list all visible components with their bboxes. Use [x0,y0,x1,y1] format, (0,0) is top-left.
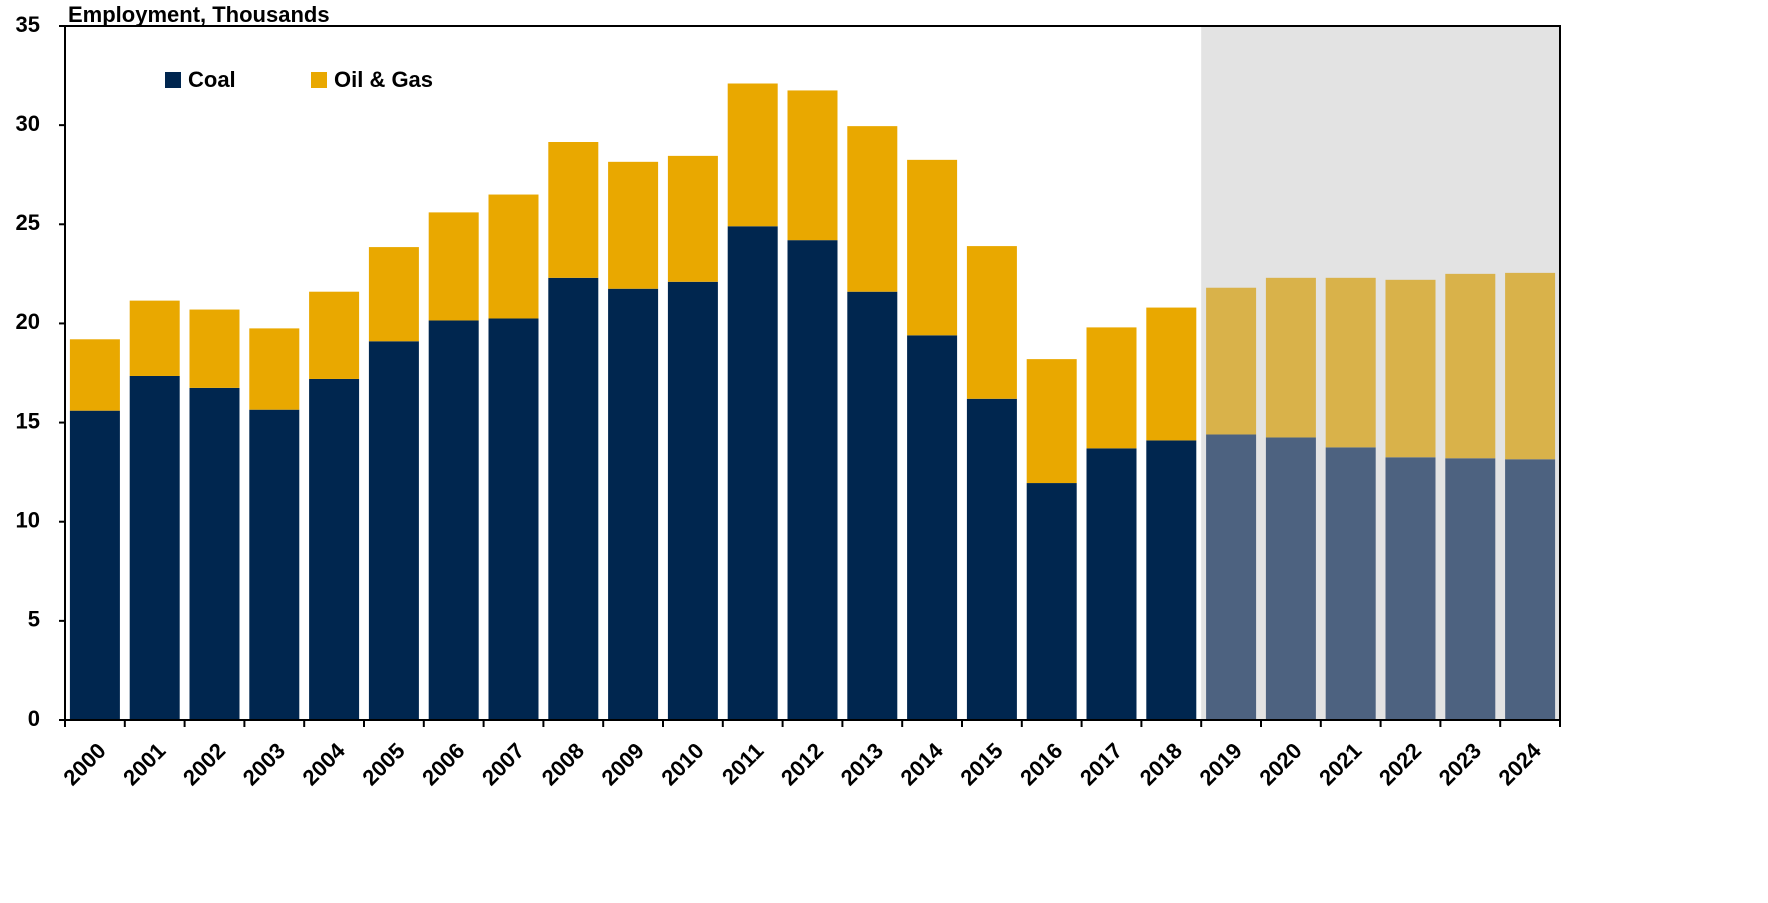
bar-segment [907,335,958,720]
bar-segment [249,409,300,720]
bar-segment [1445,458,1496,720]
bar-segment [1206,287,1257,435]
bar-segment [1325,447,1376,720]
x-tick-label: 2023 [1434,738,1486,790]
x-tick-label: 2024 [1494,737,1547,790]
bar-segment [69,339,120,411]
x-tick-label: 2001 [118,738,170,790]
y-tick-label: 20 [16,309,40,334]
plot-frame [64,25,1561,721]
bar-segment [428,212,479,321]
bar-segment [727,83,778,227]
x-tick-label: 2006 [417,738,469,790]
bar-segment [548,277,599,720]
bar-segment [787,240,838,721]
bar-segment [907,159,958,336]
bar-segment [966,246,1017,399]
bar-segment [428,320,479,720]
bar-segment [1206,434,1257,720]
bar-segment [608,288,659,720]
x-tick-label: 2009 [597,738,649,790]
x-tick-label: 2016 [1015,738,1067,790]
bar-segment [249,328,300,410]
bar-segment [548,141,599,278]
bar-segment [1086,448,1137,720]
x-tick-label: 2005 [357,738,409,790]
forecast-shade [1201,26,1560,720]
bar-segment [488,318,539,720]
x-tick-label: 2000 [58,738,110,790]
x-tick-label: 2022 [1374,738,1426,790]
x-tick-label: 2007 [477,738,529,790]
x-tick-label: 2015 [955,738,1007,790]
x-tick-label: 2020 [1254,738,1306,790]
bar-segment [1505,459,1556,720]
x-tick-label: 2012 [776,738,828,790]
bar-segment [847,126,898,292]
bar-segment [1445,273,1496,459]
y-tick-label: 25 [16,210,40,235]
bar-segment [608,161,659,289]
x-tick-label: 2018 [1135,738,1187,790]
bar-segment [488,194,539,319]
bar-segment [1026,359,1077,484]
legend-label: Oil & Gas [334,67,433,92]
x-tick-label: 2004 [298,737,351,790]
bar-segment [787,90,838,241]
x-tick-label: 2014 [896,737,949,790]
bar-segment [1385,457,1436,720]
bar-segment [847,291,898,720]
y-tick-label: 35 [16,12,40,37]
x-tick-label: 2017 [1075,738,1127,790]
bar-segment [129,375,180,720]
bar-segment [1086,327,1137,449]
bar-segment [1265,277,1316,438]
bar-segment [1505,272,1556,460]
bar-segment [189,387,240,720]
x-tick-label: 2002 [178,738,230,790]
x-tick-label: 2003 [238,738,290,790]
bar-segment [1325,277,1376,448]
bar-segment [667,155,718,282]
x-tick-label: 2008 [537,738,589,790]
bar-segment [966,398,1017,720]
y-tick-label: 15 [16,408,40,433]
y-tick-label: 5 [28,607,40,632]
y-tick-label: 30 [16,111,40,136]
bar-segment [1146,440,1197,720]
legend-swatch [165,72,181,88]
bar-segment [368,341,419,720]
bar-segment [309,378,360,720]
x-tick-label: 2013 [836,738,888,790]
bar-segment [368,247,419,342]
legend-label: Coal [188,67,236,92]
x-tick-label: 2019 [1195,738,1247,790]
bar-segment [727,226,778,721]
y-tick-label: 10 [16,508,40,533]
y-tick-label: 0 [28,706,40,731]
bar-segment [667,281,718,720]
bar-segment [1026,483,1077,720]
bar-segment [129,300,180,376]
bar-segment [309,291,360,379]
x-tick-label: 2021 [1314,738,1366,790]
bar-segment [1385,279,1436,458]
axis-title: Employment, Thousands [68,2,330,27]
bar-segment [189,309,240,388]
x-tick-label: 2010 [656,738,708,790]
bar-segment [69,410,120,720]
x-tick-label: 2011 [717,738,768,789]
bar-segment [1146,307,1197,441]
bar-segment [1265,437,1316,720]
legend-swatch [311,72,327,88]
